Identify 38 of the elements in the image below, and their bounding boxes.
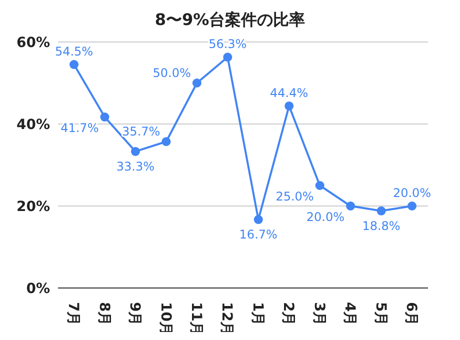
y-tick-label: 0% xyxy=(26,280,50,297)
data-label: 16.7% xyxy=(239,228,278,242)
point xyxy=(192,78,202,88)
point xyxy=(223,52,232,62)
data-label: 20.0% xyxy=(306,210,345,224)
data-label: 25.0% xyxy=(276,190,314,204)
x-tick-label: 9月 xyxy=(126,302,143,326)
x-tick-label: 5月 xyxy=(372,302,388,326)
point xyxy=(162,137,171,146)
point xyxy=(346,202,356,210)
y-tick-label: 60% xyxy=(16,34,50,51)
data-label: 20.0% xyxy=(392,186,432,200)
data-label: 33.3% xyxy=(116,159,155,174)
x-tick-label: 4月 xyxy=(342,302,358,326)
data-label: 18.8% xyxy=(362,218,400,233)
point xyxy=(130,146,140,156)
point xyxy=(376,206,386,216)
point xyxy=(70,60,78,70)
x-tick-label: 1月 xyxy=(249,302,266,326)
x-tick-label: 7月 xyxy=(65,302,82,326)
y-tick-label: 40% xyxy=(16,116,50,133)
chart-title: 8〜9%台案件の比率 xyxy=(154,9,306,31)
x-tick-label: 3月 xyxy=(310,302,327,326)
point xyxy=(100,112,110,122)
data-label: 44.4% xyxy=(270,86,308,100)
x-tick-label: 8月 xyxy=(96,302,112,326)
x-tick-label: 6月 xyxy=(403,302,420,326)
data-label: 54.5% xyxy=(54,44,94,59)
data-label: 56.3% xyxy=(208,37,247,52)
point xyxy=(315,181,324,190)
point xyxy=(254,215,263,224)
point xyxy=(284,101,294,110)
point xyxy=(408,202,416,210)
data-label: 50.0% xyxy=(152,66,191,80)
data-label: 35.7% xyxy=(122,124,160,139)
data-label: 41.7% xyxy=(60,121,99,136)
y-tick-label: 20% xyxy=(16,198,50,215)
x-tick-label: 2月 xyxy=(280,302,296,326)
